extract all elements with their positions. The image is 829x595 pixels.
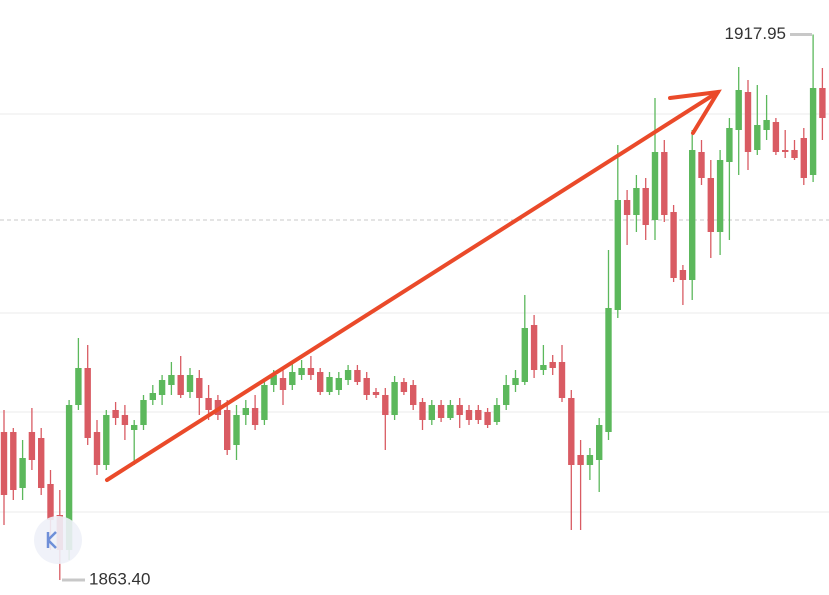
candle-body [465,410,473,420]
candle-body [419,402,426,420]
candle-body [735,90,742,130]
candle-body [168,375,175,385]
candle-body [65,405,73,550]
candle-body [549,362,556,368]
candle-body [503,385,510,405]
candle-body [605,308,612,432]
min-label: 1863.40 [89,569,150,588]
candle-body [512,378,519,385]
candle-body [484,412,491,425]
candle-body [614,200,621,310]
candle-body [233,415,240,445]
candle-body [112,410,119,418]
candle-body [261,385,268,420]
candle-body [93,432,101,465]
candle-body [670,212,677,278]
candle-body [391,382,398,415]
candle-body [121,415,129,425]
candle-body [410,385,417,405]
candle-body [84,368,91,438]
candle-body [251,408,259,425]
candle-body [530,325,538,370]
candle-body [707,178,714,232]
candle-body [177,375,184,395]
candle-body [800,138,807,178]
kline-button[interactable] [34,516,82,564]
candle-body [354,370,361,382]
candle-body [716,160,724,232]
candle-body [772,122,780,152]
candle-body [428,405,435,420]
candle-body [679,270,687,280]
candle-body [382,395,389,415]
candle-body [642,188,649,225]
candle-body [372,392,380,395]
candle-body [493,405,501,422]
candle-body [186,375,194,392]
candle-body [131,425,138,430]
candle-body [344,370,352,380]
arrow-shaft [105,90,720,482]
candle-body [19,458,26,488]
candle-body [103,415,110,465]
candle-body [437,405,445,418]
candle-body [456,405,463,415]
candle-body [754,125,761,150]
candle-body [623,200,631,215]
candle-body [317,372,324,392]
candle-body [298,368,305,375]
candle-body [633,188,640,215]
candle-body [335,378,342,390]
trend-arrow [105,89,722,482]
candle-body [689,150,696,280]
candle-body [661,152,668,215]
candle-body [38,438,45,488]
candle-body [205,398,212,410]
candle-body [28,432,36,460]
max-label: 1917.95 [725,24,786,43]
button-bg[interactable] [34,516,82,564]
candle-body [475,410,482,420]
candle-body [242,408,249,415]
candle-body [196,378,203,398]
candle-body [158,380,166,395]
candle-body [521,328,528,382]
button-icon[interactable] [46,531,57,549]
candle-body [75,368,82,405]
candle-body [651,152,659,220]
candle-body [698,152,705,178]
candle-body [10,432,17,490]
candle-body [596,425,603,460]
arrow-head [668,89,722,135]
candle-body [270,375,277,385]
candle-body [568,398,575,465]
candle-body [149,393,156,400]
candle-body [558,362,566,398]
candle-body [224,410,231,450]
candle-body [744,92,752,152]
candle-body [289,372,296,385]
candle-body [577,455,584,465]
candle-body [809,88,817,175]
candle-body [47,484,54,520]
candle-body [0,432,8,495]
candle-body [363,378,370,395]
candle-body [763,120,770,130]
candle-body [447,405,454,418]
candle-body [279,378,287,390]
candle-body [307,368,315,375]
candle-body [326,377,333,392]
candle-body [400,382,408,392]
candle-body [791,150,798,158]
candle-body [140,400,147,425]
candle-body [819,88,826,118]
candle-body [586,455,594,465]
candle-body [540,365,547,370]
candle-body [782,150,789,152]
candle-body [726,128,733,162]
